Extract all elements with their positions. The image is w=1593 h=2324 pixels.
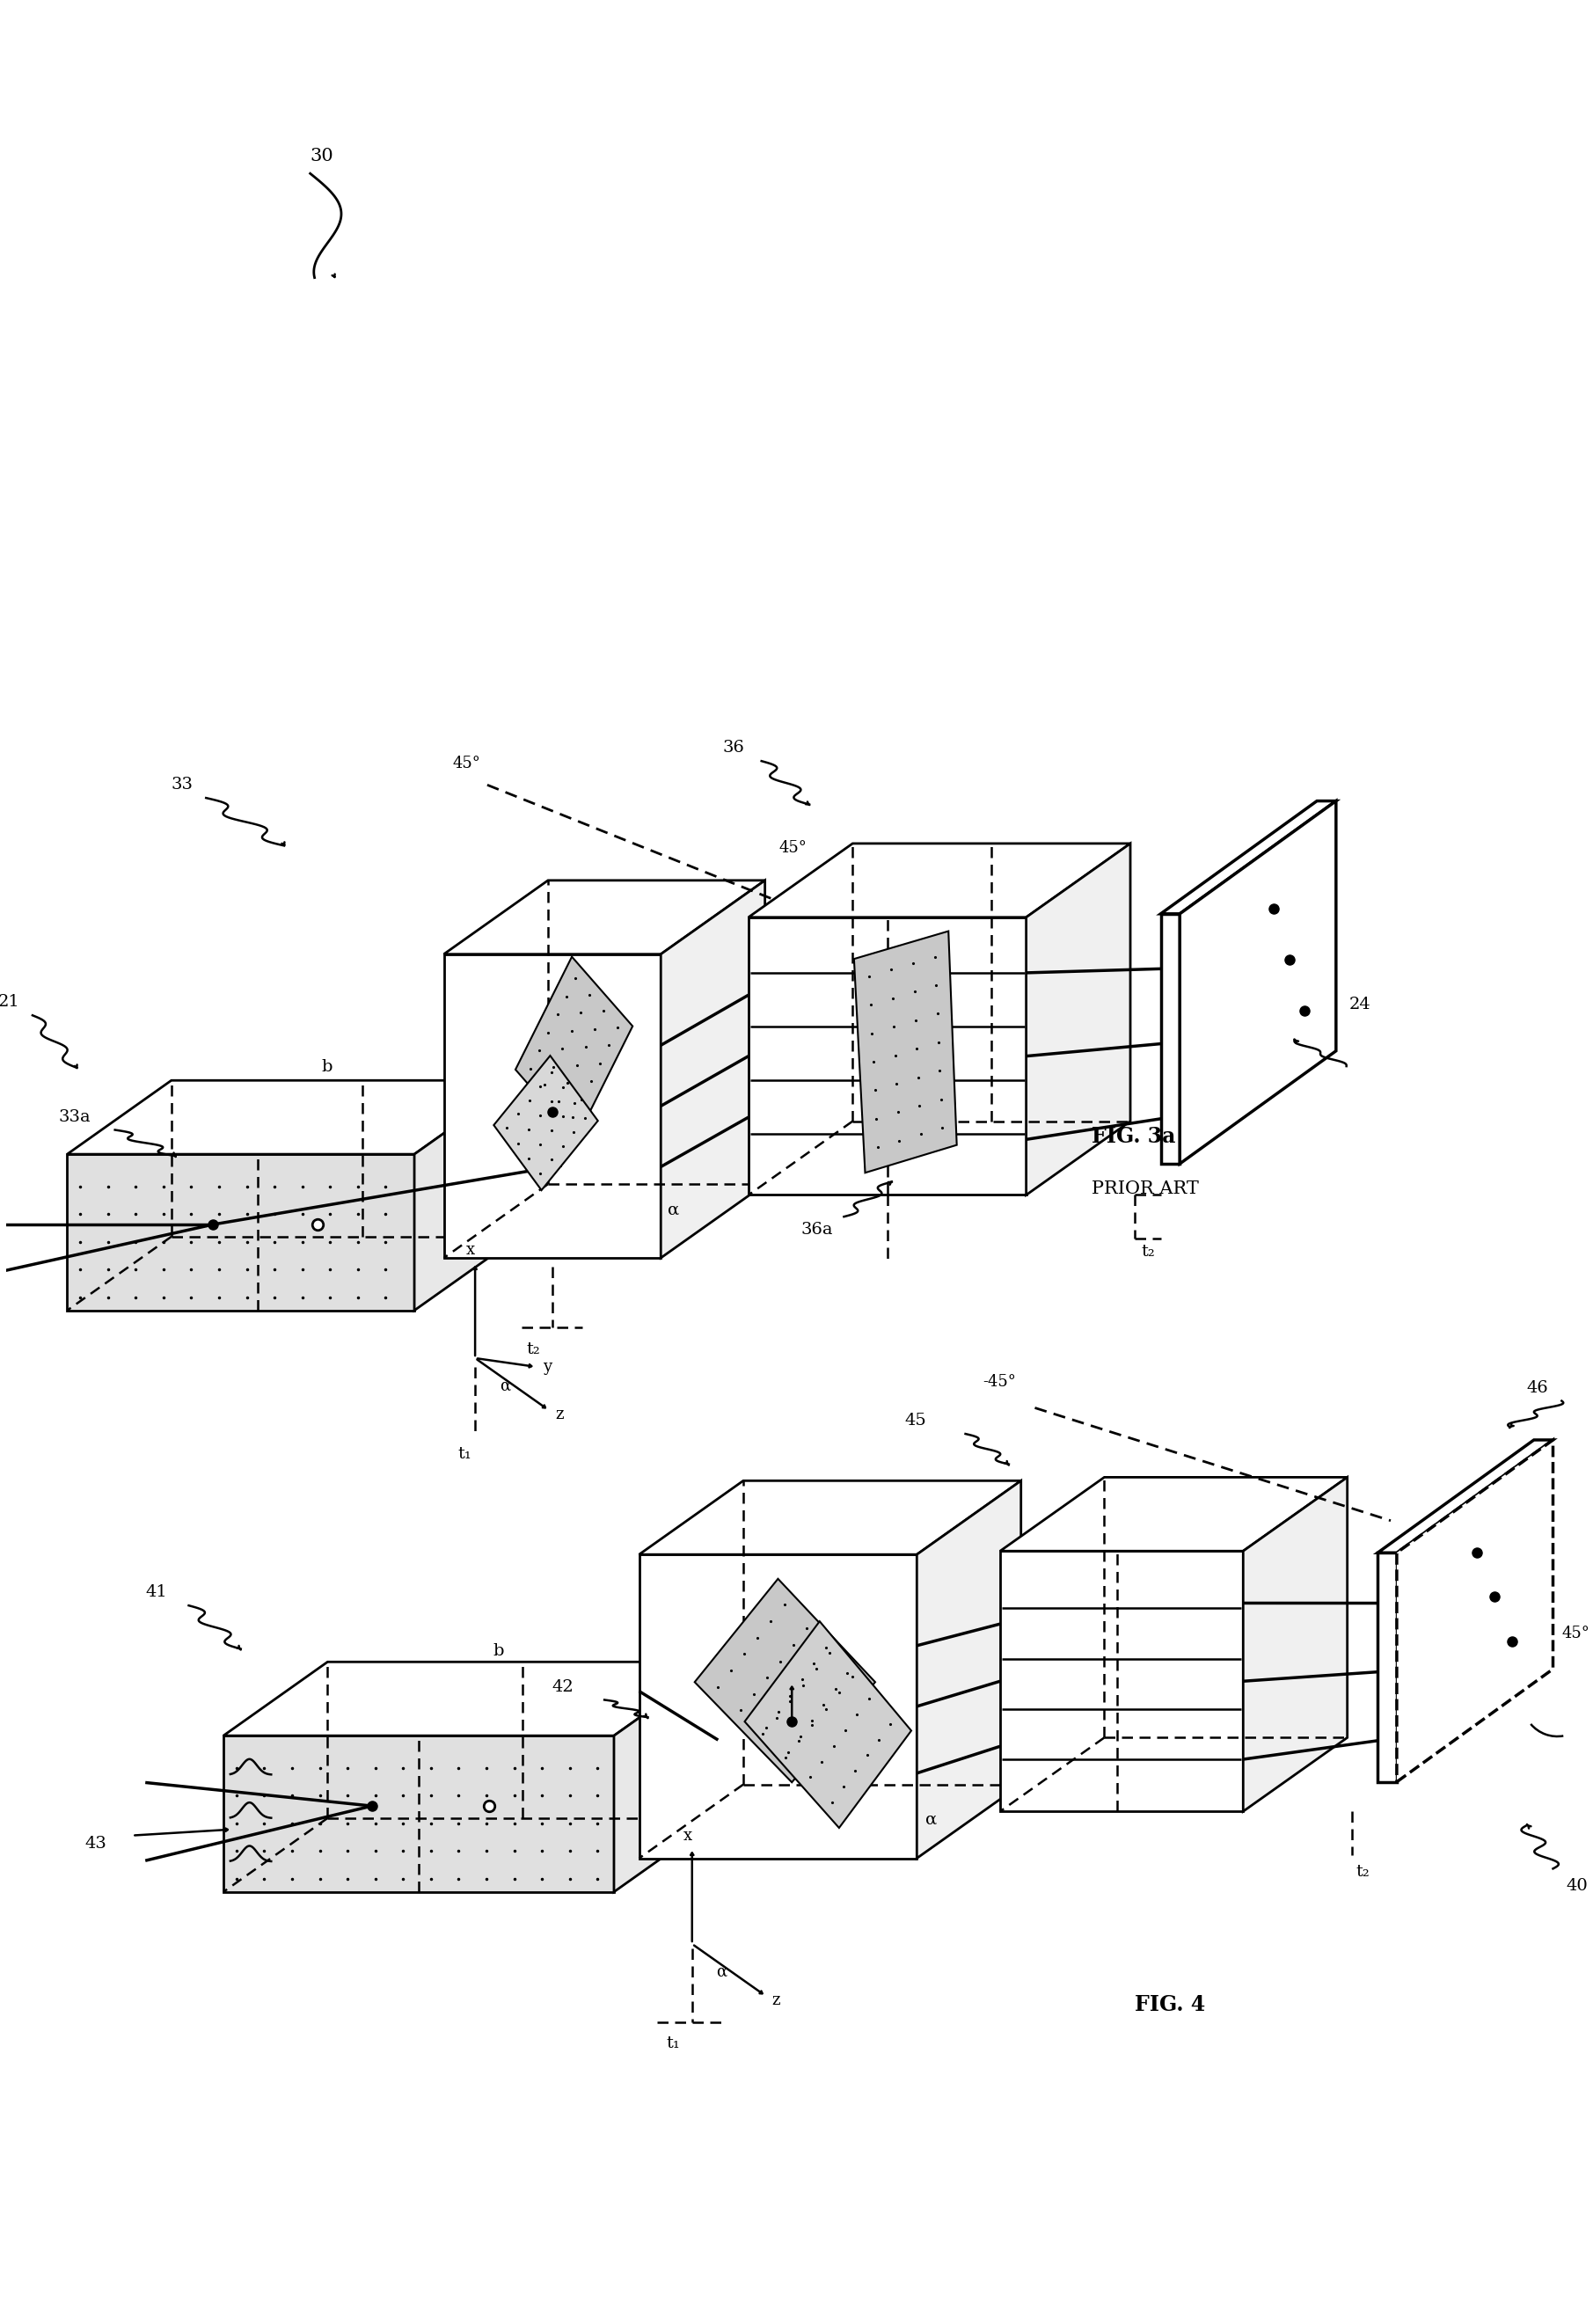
Polygon shape <box>67 1155 414 1311</box>
Polygon shape <box>1026 844 1131 1195</box>
Polygon shape <box>639 1555 918 1859</box>
Text: 43: 43 <box>84 1836 107 1852</box>
Text: 21: 21 <box>0 995 19 1011</box>
Text: -45°: -45° <box>983 1373 1016 1390</box>
Polygon shape <box>1161 802 1337 913</box>
Polygon shape <box>67 1081 518 1155</box>
Text: 46: 46 <box>1528 1380 1548 1397</box>
Text: 45: 45 <box>905 1413 927 1429</box>
Text: 36a: 36a <box>801 1222 833 1239</box>
Polygon shape <box>749 844 1131 918</box>
Polygon shape <box>516 957 632 1139</box>
Text: 45°: 45° <box>452 755 481 772</box>
Polygon shape <box>695 1578 875 1783</box>
Text: b: b <box>322 1060 333 1076</box>
Text: 30: 30 <box>311 149 335 165</box>
Polygon shape <box>1161 913 1180 1164</box>
Polygon shape <box>1243 1478 1348 1810</box>
Text: 36: 36 <box>723 739 744 755</box>
Text: 24: 24 <box>1349 997 1372 1013</box>
Polygon shape <box>854 932 957 1174</box>
Text: α: α <box>926 1810 937 1827</box>
Polygon shape <box>1000 1478 1348 1550</box>
Text: 42: 42 <box>553 1678 573 1694</box>
Polygon shape <box>494 1055 597 1190</box>
Text: 33: 33 <box>172 776 193 792</box>
Text: y: y <box>543 1360 551 1376</box>
Polygon shape <box>1378 1552 1397 1783</box>
Text: t₁: t₁ <box>666 2036 680 2052</box>
Polygon shape <box>414 1081 518 1311</box>
Polygon shape <box>223 1736 613 1892</box>
Text: 45°: 45° <box>779 839 808 855</box>
Text: α: α <box>717 1964 726 1980</box>
Polygon shape <box>444 881 765 955</box>
Text: 33a: 33a <box>59 1109 91 1125</box>
Text: z: z <box>773 1992 781 2008</box>
Polygon shape <box>223 1662 718 1736</box>
Polygon shape <box>1000 1550 1243 1810</box>
Polygon shape <box>1180 802 1337 1164</box>
Polygon shape <box>749 918 1026 1195</box>
Polygon shape <box>613 1662 718 1892</box>
Polygon shape <box>661 881 765 1257</box>
Text: t₂: t₂ <box>1142 1243 1155 1260</box>
Text: z: z <box>554 1406 564 1422</box>
Polygon shape <box>639 1480 1021 1555</box>
Text: 41: 41 <box>145 1585 167 1601</box>
Text: x: x <box>467 1241 475 1257</box>
Text: b: b <box>494 1643 505 1659</box>
Text: t₂: t₂ <box>526 1341 540 1357</box>
Text: α: α <box>499 1378 510 1394</box>
Text: FIG. 4: FIG. 4 <box>1134 1994 1206 2015</box>
Text: t₂: t₂ <box>1356 1864 1370 1880</box>
Polygon shape <box>1397 1441 1553 1783</box>
Polygon shape <box>744 1622 911 1829</box>
Text: α: α <box>667 1202 680 1218</box>
Polygon shape <box>444 955 661 1257</box>
Polygon shape <box>1378 1441 1553 1552</box>
Text: 45°: 45° <box>1561 1624 1590 1641</box>
Text: FIG. 3a: FIG. 3a <box>1091 1127 1176 1148</box>
Text: x: x <box>683 1827 693 1843</box>
Polygon shape <box>918 1480 1021 1859</box>
Text: t₁: t₁ <box>457 1446 472 1462</box>
Text: 40: 40 <box>1566 1878 1588 1894</box>
Text: PRIOR ART: PRIOR ART <box>1091 1181 1198 1197</box>
